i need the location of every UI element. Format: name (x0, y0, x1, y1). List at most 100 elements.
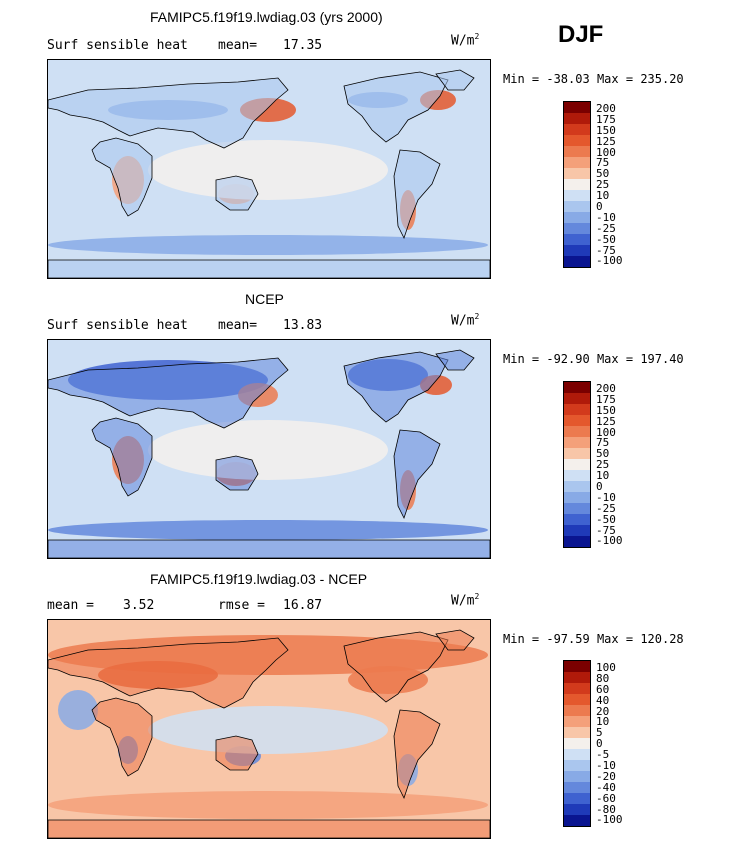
panel2-colorbar-swatch (564, 503, 590, 514)
panel3-colorbar-tick: 10 (596, 715, 610, 729)
panel2-colorbar-tick: -50 (596, 512, 616, 526)
panel3-colorbar-swatch (564, 793, 590, 804)
panel3-colorbar-tick: -80 (596, 802, 616, 816)
panel1-colorbar-tick: 125 (596, 134, 616, 148)
coastline (393, 149, 441, 240)
coastline (48, 539, 490, 558)
panel2-colorbar-swatch (564, 525, 590, 536)
panel1-colorbar-swatch (564, 212, 590, 223)
panel1-colorbar-tick: -10 (596, 210, 616, 224)
panel2-colorbar-tick: 0 (596, 480, 603, 494)
coastline (393, 429, 441, 520)
panel1-colorbar (563, 101, 591, 268)
panel1-title: FAMIPC5.f19f19.lwdiag.03 (yrs 2000) (150, 9, 383, 25)
panel1-colorbar-swatch (564, 234, 590, 245)
coastline (435, 629, 475, 651)
panel2-colorbar-swatch (564, 492, 590, 503)
panel1-colorbar-swatch (564, 113, 590, 124)
coastline (435, 349, 475, 371)
panel1-colorbar-tick: 200 (596, 102, 616, 115)
panel1-colorbar-swatch (564, 201, 590, 212)
panel1-colorbar-ticks: 200 175 150 125 100 75 50 25 10 0 -10 -25 -50 -75 -100 (596, 103, 623, 266)
panel1-colorbar-tick: 10 (596, 189, 610, 203)
panel1-mean-label: mean= (218, 38, 258, 53)
panel1-mean-value: 17.35 (283, 38, 323, 53)
panel1-colorbar-swatch (564, 190, 590, 201)
panel1-colorbar-swatch (564, 124, 590, 135)
panel3-colorbar-tick: -5 (596, 748, 610, 762)
coastline (215, 735, 259, 771)
panel2-colorbar-swatch (564, 415, 590, 426)
season-label: DJF (558, 21, 604, 48)
panel2-colorbar-swatch (564, 459, 590, 470)
panel3-colorbar (563, 660, 591, 827)
coastline (393, 709, 441, 800)
panel2-colorbar-tick: 150 (596, 403, 616, 417)
panel2-colorbar-swatch (564, 514, 590, 525)
panel1-colorbar-swatch (564, 245, 590, 256)
panel1-colorbar-tick: -75 (596, 243, 616, 257)
coastline (48, 819, 490, 838)
panel3-colorbar-tick: 20 (596, 704, 610, 718)
panel3-colorbar-swatch (564, 782, 590, 793)
panel2-colorbar-tick: 75 (596, 436, 610, 450)
panel3-colorbar-tick: 40 (596, 693, 610, 707)
panel3-colorbar-tick: -20 (596, 769, 616, 783)
panel2-colorbar-tick: -10 (596, 490, 616, 504)
panel1-colorbar-tick: -50 (596, 232, 616, 246)
panel2-colorbar-swatch (564, 404, 590, 415)
panel3-colorbar-swatch (564, 771, 590, 782)
panel2-title: NCEP (245, 291, 284, 307)
panel1-units: W/m2 (451, 32, 480, 49)
coastline (48, 637, 289, 709)
panel2-colorbar-tick: 175 (596, 392, 616, 406)
panel2-colorbar-swatch (564, 382, 590, 393)
panel3-colorbar-swatch (564, 705, 590, 716)
panel3-map (47, 619, 491, 839)
panel1-colorbar-tick: 50 (596, 167, 610, 181)
panel3-colorbar-tick: 5 (596, 726, 603, 740)
panel3-colorbar-tick: 100 (596, 661, 616, 674)
panel2-colorbar-swatch (564, 536, 590, 547)
panel2-colorbar-tick: -100 (596, 534, 623, 548)
panel2-units: W/m2 (451, 312, 480, 329)
panel3-colorbar-tick: -60 (596, 791, 616, 805)
coastline (215, 175, 259, 211)
panel2-colorbar-tick: 25 (596, 458, 610, 472)
coastline (343, 351, 449, 423)
panel3-minmax: Min = -97.59 Max = 120.28 (503, 632, 684, 646)
coastline (343, 631, 449, 703)
panel3-rmse-label: rmse = (218, 598, 265, 613)
panel1-colorbar-swatch (564, 135, 590, 146)
panel2-minmax: Min = -92.90 Max = 197.40 (503, 352, 684, 366)
panel3-colorbar-swatch (564, 672, 590, 683)
panel3-colorbar-swatch (564, 727, 590, 738)
panel3-colorbar-swatch (564, 749, 590, 760)
panel1-colorbar-tick: -25 (596, 221, 616, 235)
coastline (435, 69, 475, 91)
panel2-colorbar-swatch (564, 437, 590, 448)
panel2-colorbar-tick: 200 (596, 382, 616, 395)
panel2-colorbar-tick: 100 (596, 425, 616, 439)
panel1-colorbar-swatch (564, 256, 590, 267)
panel2-colorbar-tick: 10 (596, 469, 610, 483)
panel2-colorbar-swatch (564, 470, 590, 481)
panel1-field-label: Surf sensible heat (47, 38, 188, 53)
panel3-colorbar-ticks: 100 80 60 40 20 10 5 0 -5 -10 -20 -40 -60 -80 -100 (596, 662, 623, 825)
panel3-colorbar-tick: 0 (596, 737, 603, 751)
coastline (48, 357, 289, 429)
panel2-colorbar-swatch (564, 448, 590, 459)
panel3-colorbar-swatch (564, 661, 590, 672)
panel2-colorbar-tick: 50 (596, 447, 610, 461)
panel3-colorbar-tick: -40 (596, 780, 616, 794)
panel3-units: W/m2 (451, 592, 480, 609)
panel1-colorbar-swatch (564, 102, 590, 113)
panel2-mean-value: 13.83 (283, 318, 323, 333)
panel3-colorbar-tick: -10 (596, 759, 616, 773)
panel3-colorbar-swatch (564, 738, 590, 749)
coastline (91, 137, 153, 217)
panel2-colorbar-tick: -75 (596, 523, 616, 537)
panel1-colorbar-tick: 150 (596, 123, 616, 137)
panel1-colorbar-tick: 75 (596, 156, 610, 170)
panel1-colorbar-swatch (564, 157, 590, 168)
